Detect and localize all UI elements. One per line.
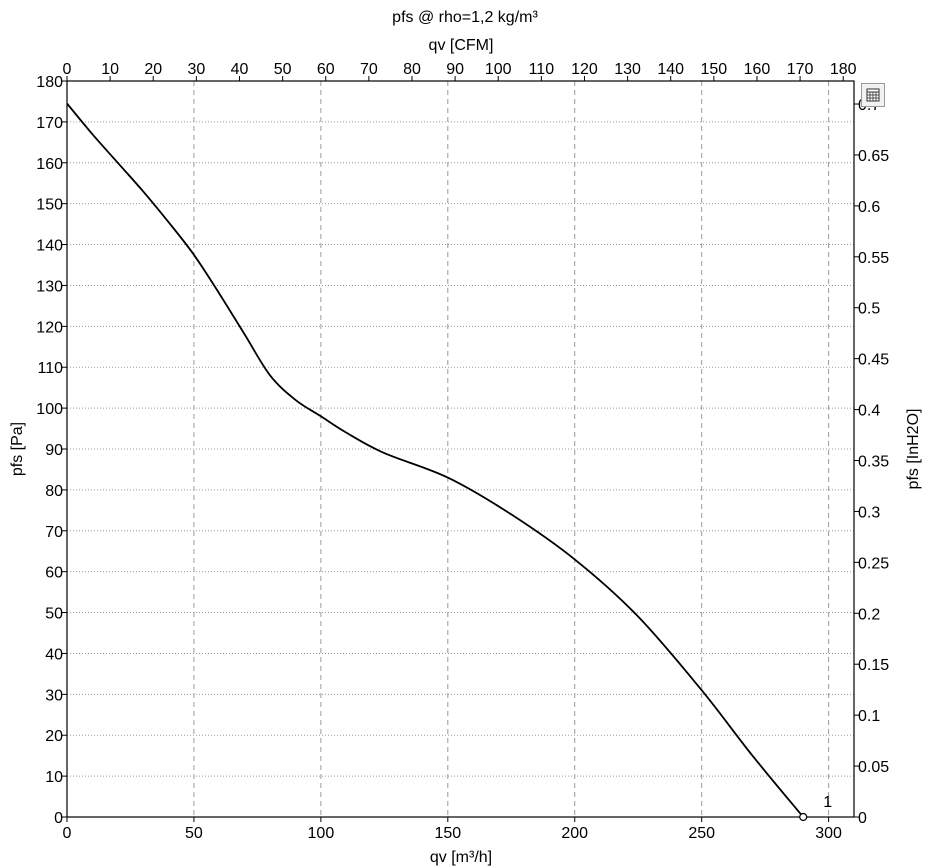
y-right-tick-label: 0.1 — [858, 708, 880, 725]
x-bottom-tick-label: 150 — [434, 825, 461, 842]
y-right-tick-label: 0.25 — [858, 555, 889, 572]
x-bottom-tick-label: 50 — [185, 825, 203, 842]
grid — [67, 81, 854, 817]
y-right-tick-label: 0 — [858, 810, 867, 827]
x-bottom-tick-label: 250 — [688, 825, 715, 842]
x-top-tick-label: 90 — [446, 61, 464, 78]
y-right-tick-label: 0.2 — [858, 606, 880, 623]
x-top-tick-label: 140 — [657, 61, 684, 78]
x-bottom-tick-label: 300 — [815, 825, 842, 842]
x-bottom-tick-label: 100 — [308, 825, 335, 842]
x-top-tick-label: 120 — [571, 61, 598, 78]
y-left-tick-label: 70 — [45, 524, 63, 541]
y-left-tick-label: 120 — [36, 319, 63, 336]
y-axis-right-label: pfs [InH2O] — [905, 409, 922, 490]
y-left-tick-label: 20 — [45, 728, 63, 745]
x-top-tick-label: 80 — [403, 61, 421, 78]
x-top-tick-label: 150 — [700, 61, 727, 78]
x-top-tick-label: 180 — [830, 61, 857, 78]
y-right-tick-label: 0.45 — [858, 352, 889, 369]
y-left-tick-label: 150 — [36, 197, 63, 214]
y-left-tick-label: 170 — [36, 115, 63, 132]
x-top-tick-label: 0 — [63, 61, 72, 78]
series-label: 1 — [823, 794, 832, 811]
x-top-tick-label: 130 — [614, 61, 641, 78]
x-top-tick-label: 60 — [317, 61, 335, 78]
x-bottom-tick-label: 200 — [561, 825, 588, 842]
operating-point-marker[interactable] — [799, 812, 808, 822]
x-top-tick-label: 160 — [744, 61, 771, 78]
x-top-tick-label: 50 — [274, 61, 292, 78]
y-right-tick-label: 0.15 — [858, 657, 889, 674]
y-left-tick-label: 40 — [45, 646, 63, 663]
y-right-tick-label: 0.55 — [858, 250, 889, 267]
y-left-tick-label: 180 — [36, 74, 63, 91]
y-right-tick-label: 0.3 — [858, 504, 880, 521]
y-left-tick-label: 160 — [36, 156, 63, 173]
y-left-tick-label: 140 — [36, 238, 63, 255]
x-axis-top-label: qv [CFM] — [429, 37, 494, 54]
x-axis-bottom-label: qv [m³/h] — [430, 849, 492, 866]
x-top-tick-label: 110 — [529, 61, 555, 78]
x-top-tick-label: 40 — [231, 61, 249, 78]
y-left-tick-label: 0 — [54, 810, 63, 827]
y-right-tick-label: 0.65 — [858, 148, 889, 165]
y-left-tick-label: 60 — [45, 565, 63, 582]
y-left-tick-label: 90 — [45, 442, 63, 459]
series-layer: 1 — [66, 102, 832, 822]
chart-export-icon[interactable] — [861, 83, 885, 107]
y-left-tick-label: 110 — [37, 360, 63, 377]
x-top-tick-label: 20 — [144, 61, 162, 78]
y-left-tick-label: 100 — [36, 401, 63, 418]
x-top-tick-label: 100 — [485, 61, 512, 78]
ticks: 0102030405060708090100110120130140150160… — [36, 61, 889, 842]
y-right-tick-label: 0.05 — [858, 759, 889, 776]
fan-curve-line — [66, 102, 804, 818]
y-left-tick-label: 50 — [45, 606, 63, 623]
y-right-tick-label: 0.4 — [858, 403, 880, 420]
x-bottom-tick-label: 0 — [63, 825, 72, 842]
chart-title: pfs @ rho=1,2 kg/m³ — [392, 9, 538, 26]
y-left-tick-label: 80 — [45, 483, 63, 500]
y-right-tick-label: 0.35 — [858, 454, 889, 471]
x-top-tick-label: 30 — [187, 61, 205, 78]
y-left-tick-label: 130 — [36, 278, 63, 295]
x-top-tick-label: 10 — [101, 61, 119, 78]
y-right-tick-label: 0.5 — [858, 301, 880, 318]
y-axis-left-label: pfs [Pa] — [9, 422, 26, 476]
x-top-tick-label: 170 — [787, 61, 814, 78]
x-top-tick-label: 70 — [360, 61, 378, 78]
y-right-tick-label: 0.6 — [858, 199, 880, 216]
y-left-tick-label: 10 — [45, 769, 63, 786]
y-left-tick-label: 30 — [45, 687, 63, 704]
